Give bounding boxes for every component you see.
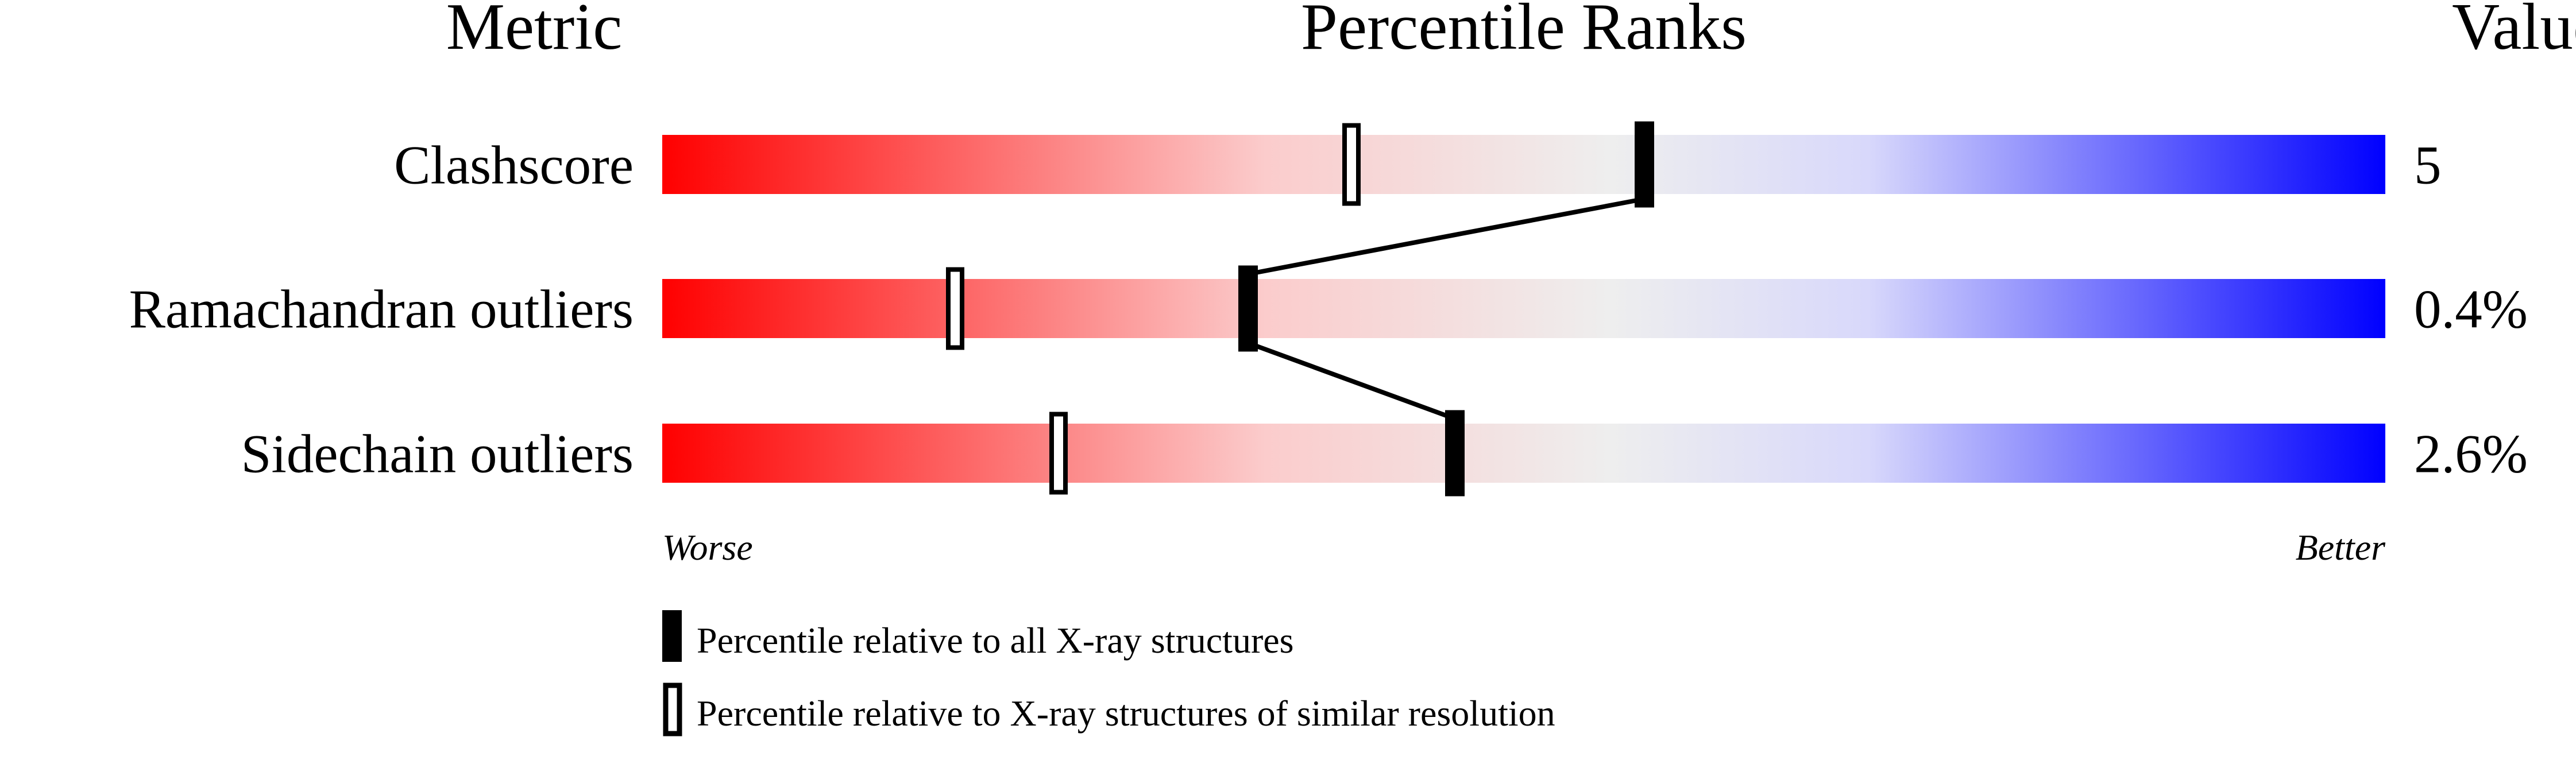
header-metric: Metric — [446, 0, 623, 63]
metric-value: 0.4% — [2414, 279, 2528, 340]
marker-all-structures — [1445, 410, 1465, 497]
header-percentile-ranks: Percentile Ranks — [1301, 0, 1747, 63]
marker-similar-resolution — [946, 267, 964, 350]
metric-label: Sidechain outliers — [241, 424, 634, 484]
legend-open-marker — [663, 683, 682, 736]
connector-line — [1247, 340, 1456, 421]
header-value: Value — [2452, 0, 2576, 63]
legend-label-similar: Percentile relative to X-ray structures … — [697, 693, 1555, 734]
metric-value: 5 — [2414, 135, 2442, 196]
percentile-bar — [662, 135, 2385, 194]
percentile-bar — [662, 424, 2385, 483]
metric-value: 2.6% — [2414, 424, 2528, 484]
marker-similar-resolution — [1049, 412, 1068, 495]
axis-label-better: Better — [2296, 527, 2386, 568]
percentile-bar — [662, 279, 2385, 338]
legend-label-all: Percentile relative to all X-ray structu… — [697, 620, 1294, 661]
metric-label: Ramachandran outliers — [129, 279, 634, 340]
marker-all-structures — [1635, 121, 1654, 208]
legend-filled-marker — [662, 610, 682, 662]
metric-label: Clashscore — [394, 135, 634, 196]
marker-all-structures — [1238, 265, 1258, 352]
marker-similar-resolution — [1342, 123, 1361, 206]
connector-line — [1248, 196, 1645, 277]
axis-label-worse: Worse — [662, 527, 753, 568]
